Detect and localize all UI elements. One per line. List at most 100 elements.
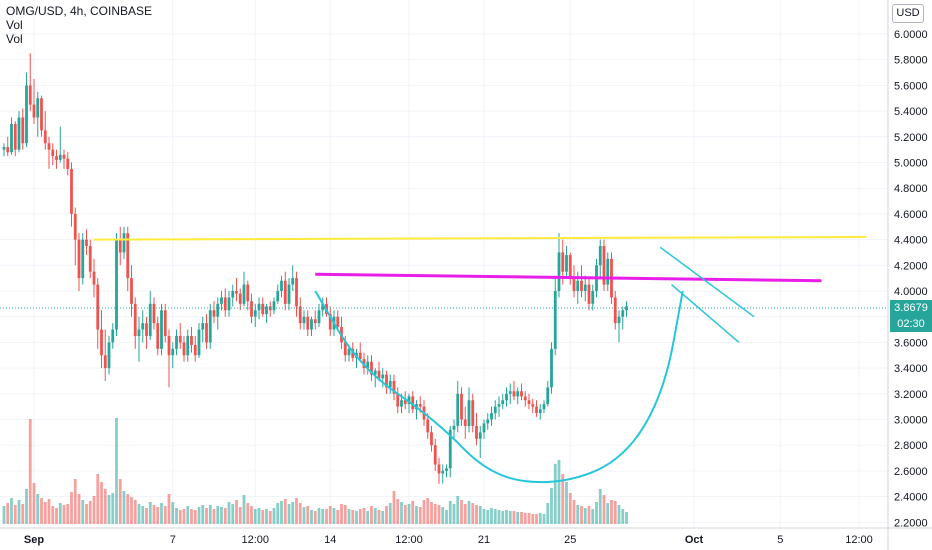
candle-body[interactable]: [381, 374, 385, 379]
candle-body[interactable]: [223, 297, 227, 311]
candle-body[interactable]: [426, 419, 430, 433]
candle-body[interactable]: [538, 409, 542, 414]
candle-body[interactable]: [205, 323, 208, 343]
candle-body[interactable]: [298, 306, 302, 324]
candle-body[interactable]: [167, 335, 171, 356]
candle-body[interactable]: [193, 344, 197, 356]
candle-body[interactable]: [160, 310, 163, 349]
candle-body[interactable]: [227, 297, 231, 311]
candle-body[interactable]: [392, 380, 396, 394]
candle-body[interactable]: [448, 429, 452, 469]
candle-body[interactable]: [96, 284, 100, 330]
candle-body[interactable]: [580, 280, 583, 291]
candle-body[interactable]: [36, 98, 40, 118]
candle-body[interactable]: [261, 303, 265, 315]
candle-body[interactable]: [587, 284, 591, 304]
candle-body[interactable]: [542, 404, 546, 410]
candle-body[interactable]: [231, 291, 235, 298]
candle-body[interactable]: [377, 370, 381, 379]
candle-body[interactable]: [141, 323, 145, 330]
candle-body[interactable]: [62, 154, 66, 159]
candle-body[interactable]: [467, 400, 471, 426]
cup-curve[interactable]: [314, 290, 684, 484]
candle-body[interactable]: [306, 316, 310, 330]
candle-body[interactable]: [336, 316, 340, 327]
candle-body[interactable]: [145, 323, 148, 336]
candle-body[interactable]: [490, 413, 493, 420]
candle-body[interactable]: [21, 117, 25, 144]
candle-body[interactable]: [553, 291, 557, 349]
candle-body[interactable]: [478, 432, 482, 439]
candle-body[interactable]: [111, 329, 115, 343]
candle-body[interactable]: [625, 306, 628, 311]
candle-body[interactable]: [452, 425, 456, 430]
candle-body[interactable]: [156, 323, 160, 349]
candle-body[interactable]: [400, 400, 403, 407]
candle-body[interactable]: [606, 258, 610, 285]
candle-body[interactable]: [516, 391, 520, 397]
candle-body[interactable]: [216, 303, 220, 317]
candle-body[interactable]: [85, 239, 88, 247]
candle-body[interactable]: [441, 470, 445, 474]
candle-body[interactable]: [617, 316, 621, 324]
candle-body[interactable]: [373, 370, 377, 375]
candle-body[interactable]: [313, 319, 317, 324]
candle-body[interactable]: [471, 400, 475, 426]
candle-body[interactable]: [250, 301, 253, 317]
flag-upper-line[interactable]: [659, 246, 755, 318]
candle-body[interactable]: [171, 348, 175, 356]
candle-body[interactable]: [358, 352, 362, 360]
candle-body[interactable]: [505, 393, 508, 401]
candle-body[interactable]: [92, 271, 96, 285]
candle-body[interactable]: [583, 284, 587, 291]
candle-body[interactable]: [100, 329, 103, 356]
candle-body[interactable]: [55, 156, 58, 160]
candle-body[interactable]: [118, 239, 122, 253]
candle-body[interactable]: [122, 233, 126, 253]
candle-body[interactable]: [388, 380, 392, 388]
candle-body[interactable]: [591, 291, 595, 304]
candle-body[interactable]: [28, 85, 32, 105]
candle-body[interactable]: [70, 168, 73, 214]
candle-body[interactable]: [246, 284, 250, 302]
candle-body[interactable]: [242, 284, 246, 304]
candle-body[interactable]: [133, 303, 137, 336]
candle-body[interactable]: [276, 291, 280, 302]
candle-body[interactable]: [280, 280, 283, 291]
candle-body[interactable]: [287, 284, 291, 304]
candle-body[interactable]: [17, 117, 21, 150]
candle-body[interactable]: [437, 464, 441, 474]
candle-body[interactable]: [572, 278, 576, 291]
candle-body[interactable]: [561, 252, 565, 272]
candle-body[interactable]: [103, 355, 107, 369]
candle-body[interactable]: [51, 149, 55, 157]
candle-body[interactable]: [295, 278, 298, 307]
candle-body[interactable]: [486, 419, 490, 424]
candle-body[interactable]: [321, 303, 325, 311]
candle-body[interactable]: [257, 303, 261, 311]
candle-body[interactable]: [328, 314, 332, 330]
candle-body[interactable]: [302, 316, 306, 324]
candle-body[interactable]: [291, 278, 295, 285]
candle-body[interactable]: [43, 130, 47, 144]
candle-body[interactable]: [445, 468, 448, 471]
candle-body[interactable]: [201, 323, 205, 330]
candle-body[interactable]: [576, 280, 580, 291]
candle-body[interactable]: [47, 143, 51, 150]
candle-body[interactable]: [497, 404, 501, 407]
candle-body[interactable]: [197, 329, 201, 356]
candle-body[interactable]: [602, 246, 606, 285]
candle-body[interactable]: [598, 246, 602, 266]
candle-body[interactable]: [130, 278, 133, 304]
candle-body[interactable]: [535, 406, 538, 414]
candle-body[interactable]: [493, 406, 497, 414]
candle-body[interactable]: [403, 400, 407, 405]
candle-body[interactable]: [66, 158, 70, 169]
candle-body[interactable]: [411, 396, 415, 410]
candle-body[interactable]: [508, 391, 512, 394]
candle-body[interactable]: [190, 335, 193, 345]
candle-body[interactable]: [58, 154, 62, 160]
candle-body[interactable]: [396, 393, 400, 407]
candle-body[interactable]: [310, 319, 313, 330]
